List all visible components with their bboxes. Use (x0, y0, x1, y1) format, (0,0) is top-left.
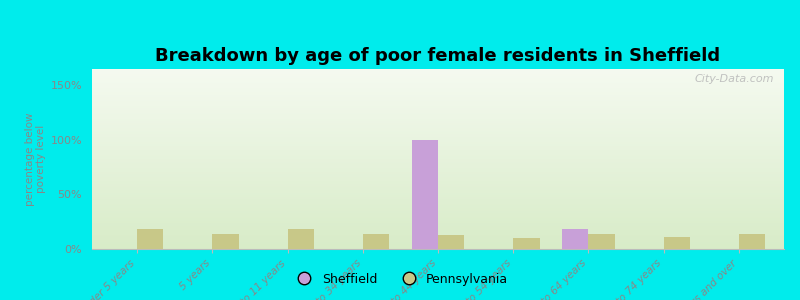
Bar (739, 234, 765, 249)
Bar (212, 234, 238, 249)
Bar (562, 230, 589, 249)
Bar (287, 230, 314, 249)
Bar (589, 234, 614, 249)
Bar (412, 140, 438, 249)
Y-axis label: percentage below
poverty level: percentage below poverty level (25, 112, 46, 206)
Bar (137, 230, 163, 249)
Bar (514, 238, 539, 249)
Legend: Sheffield, Pennsylvania: Sheffield, Pennsylvania (287, 268, 513, 291)
Bar (362, 234, 389, 249)
Title: Breakdown by age of poor female residents in Sheffield: Breakdown by age of poor female resident… (155, 47, 721, 65)
Bar (438, 235, 464, 249)
Bar (664, 237, 690, 249)
Text: City-Data.com: City-Data.com (694, 74, 774, 84)
